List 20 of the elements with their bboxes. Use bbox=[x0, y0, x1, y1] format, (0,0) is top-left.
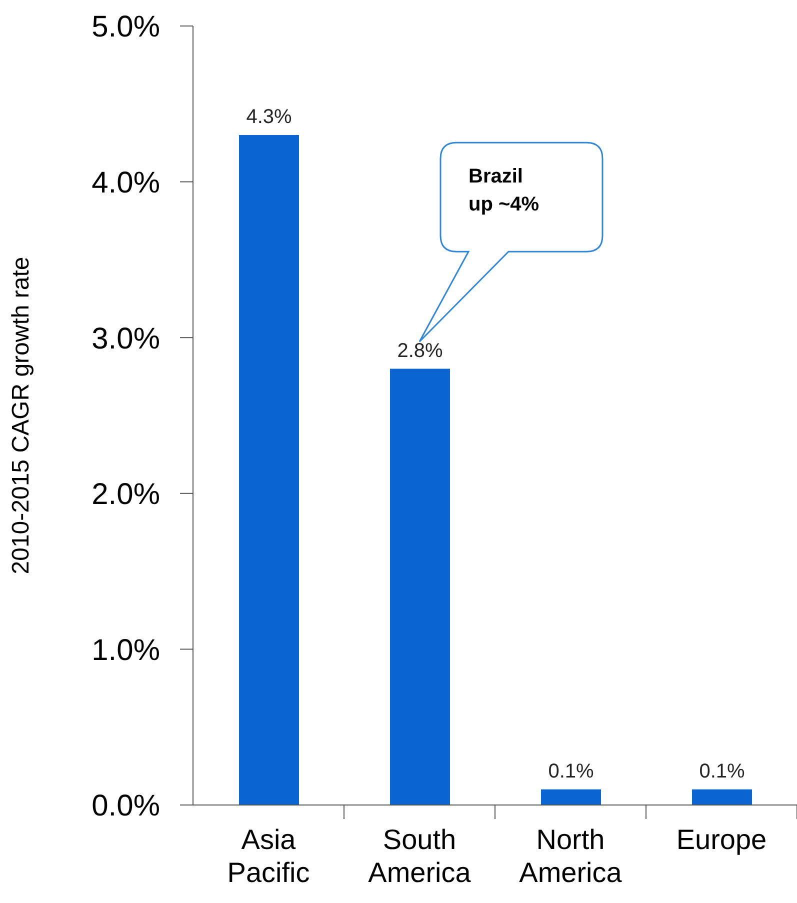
y-tick-label: 0.0% bbox=[92, 790, 160, 823]
bar bbox=[541, 789, 601, 805]
y-tick-label: 1.0% bbox=[92, 634, 160, 667]
bar bbox=[239, 135, 299, 805]
annotation: Brazil up ~4% bbox=[468, 166, 540, 216]
x-tick-label: Europe bbox=[676, 824, 767, 855]
x-tick-label: North America bbox=[519, 824, 622, 888]
y-tick-label: 5.0% bbox=[92, 10, 160, 44]
data-label: 2.8% bbox=[397, 340, 444, 362]
data-label: 0.1% bbox=[548, 760, 594, 782]
bar bbox=[390, 368, 450, 805]
x-tick-label: Asia Pacific bbox=[227, 824, 310, 888]
y-tick-label: 2.0% bbox=[92, 478, 160, 512]
y-tick-label: 4.0% bbox=[92, 166, 160, 200]
data-label: 4.3% bbox=[246, 106, 292, 128]
data-label: 0.1% bbox=[699, 760, 746, 782]
x-tick-label: South America bbox=[368, 824, 472, 888]
bar bbox=[692, 789, 752, 805]
y-tick-label: 3.0% bbox=[92, 322, 160, 356]
y-axis-title: 2010-2015 CAGR growth rate bbox=[8, 256, 35, 574]
